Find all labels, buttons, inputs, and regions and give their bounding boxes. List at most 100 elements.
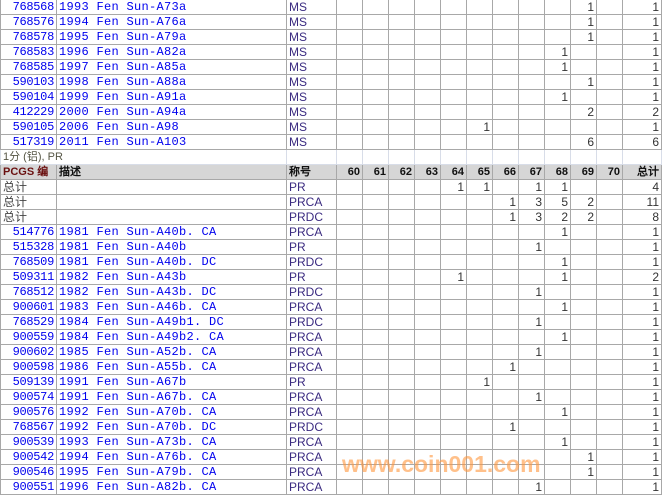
empty-cell: [336, 149, 363, 165]
header-total[interactable]: 总计: [622, 164, 662, 180]
pcgs-number-link[interactable]: 768509: [0, 254, 57, 270]
description-link[interactable]: 1986 Fen Sun-A55b. CA: [56, 359, 287, 375]
description-link[interactable]: 1994 Fen Sun-A76b. CA: [56, 449, 287, 465]
pcgs-number-link[interactable]: 590105: [0, 119, 57, 135]
pcgs-number-link[interactable]: 768512: [0, 284, 57, 300]
pcgs-number-link[interactable]: 590103: [0, 74, 57, 90]
description-link[interactable]: 1982 Fen Sun-A43b: [56, 269, 287, 285]
description-link[interactable]: 1983 Fen Sun-A46b. CA: [56, 299, 287, 315]
pcgs-number-link[interactable]: 590104: [0, 89, 57, 105]
description-link[interactable]: 1993 Fen Sun-A73a: [56, 0, 287, 15]
header-grade-67[interactable]: 67: [518, 164, 545, 180]
grade-count-61: [362, 284, 389, 300]
pcgs-number-link[interactable]: 509311: [0, 269, 57, 285]
description-link[interactable]: 1981 Fen Sun-A40b. CA: [56, 224, 287, 240]
description-link[interactable]: 1997 Fen Sun-A85a: [56, 59, 287, 75]
header-grade-66[interactable]: 66: [492, 164, 519, 180]
description-link[interactable]: 1994 Fen Sun-A76a: [56, 14, 287, 30]
pcgs-number-link[interactable]: 900598: [0, 359, 57, 375]
description-link[interactable]: 1991 Fen Sun-A67b. CA: [56, 389, 287, 405]
pcgs-number-link[interactable]: 412229: [0, 104, 57, 120]
pcgs-number-link[interactable]: 509139: [0, 374, 57, 390]
grade-count-65: [466, 434, 493, 450]
description-link[interactable]: 1993 Fen Sun-A73b. CA: [56, 434, 287, 450]
pcgs-number-link[interactable]: 768567: [0, 419, 57, 435]
grade-count-67: 1: [518, 344, 545, 360]
grade-count-67: 1: [518, 314, 545, 330]
pcgs-number-link[interactable]: 768568: [0, 0, 57, 15]
description-link[interactable]: 1991 Fen Sun-A67b: [56, 374, 287, 390]
header-grade-68[interactable]: 68: [544, 164, 571, 180]
header-description[interactable]: 描述: [56, 164, 287, 180]
description-link[interactable]: 2006 Fen Sun-A98: [56, 119, 287, 135]
header-grade-62[interactable]: 62: [388, 164, 415, 180]
grade-designation: PRDC: [286, 254, 337, 270]
header-grade-63[interactable]: 63: [414, 164, 441, 180]
header-grade-61[interactable]: 61: [362, 164, 389, 180]
pcgs-number-link[interactable]: 900559: [0, 329, 57, 345]
description-link[interactable]: 2000 Fen Sun-A94a: [56, 104, 287, 120]
pcgs-number-link[interactable]: 515328: [0, 239, 57, 255]
header-grade-64[interactable]: 64: [440, 164, 467, 180]
grade-count-68: [544, 419, 571, 435]
description-link[interactable]: 1995 Fen Sun-A79a: [56, 29, 287, 45]
header-grade-70[interactable]: 70: [596, 164, 623, 180]
pcgs-number-link[interactable]: 900602: [0, 344, 57, 360]
empty-cell: [622, 149, 662, 165]
description-link[interactable]: 2011 Fen Sun-A103: [56, 134, 287, 150]
grade-count-63: [414, 284, 441, 300]
description-link[interactable]: 1999 Fen Sun-A91a: [56, 89, 287, 105]
pcgs-number-link[interactable]: 900576: [0, 404, 57, 420]
grade-count-63: [414, 59, 441, 75]
pcgs-number-link[interactable]: 768578: [0, 29, 57, 45]
grade-count-65: [466, 389, 493, 405]
description-link[interactable]: 1981 Fen Sun-A40b. DC: [56, 254, 287, 270]
pcgs-number-link[interactable]: 768585: [0, 59, 57, 75]
grade-designation: MS: [286, 74, 337, 90]
pcgs-number-link[interactable]: 768529: [0, 314, 57, 330]
header-pcgs[interactable]: PCGS 编: [0, 164, 57, 180]
pcgs-number-link[interactable]: 900546: [0, 464, 57, 480]
description-link[interactable]: 1996 Fen Sun-A82a: [56, 44, 287, 60]
row-total: 1: [622, 0, 662, 15]
grade-count-64: [440, 74, 467, 90]
grade-count-67: [518, 14, 545, 30]
grade-count-67: 1: [518, 179, 545, 195]
description-link[interactable]: 1985 Fen Sun-A52b. CA: [56, 344, 287, 360]
grade-count-66: [492, 119, 519, 135]
description-link[interactable]: 1995 Fen Sun-A79b. CA: [56, 464, 287, 480]
header-grade-69[interactable]: 69: [570, 164, 597, 180]
table-row: 900598 1986 Fen Sun-A55b. CA PRCA 1 1: [0, 359, 662, 375]
empty-cell: [362, 149, 389, 165]
pcgs-number-link[interactable]: 900539: [0, 434, 57, 450]
grade-count-62: [388, 0, 415, 15]
header-grade-60[interactable]: 60: [336, 164, 363, 180]
description-link[interactable]: 1996 Fen Sun-A82b. CA: [56, 479, 287, 495]
description-link[interactable]: 1998 Fen Sun-A88a: [56, 74, 287, 90]
header-grade-65[interactable]: 65: [466, 164, 493, 180]
pcgs-number-link[interactable]: 900574: [0, 389, 57, 405]
pcgs-number-link[interactable]: 900601: [0, 299, 57, 315]
grade-count-68: 1: [544, 224, 571, 240]
pcgs-number-link[interactable]: 517319: [0, 134, 57, 150]
description-link[interactable]: 1992 Fen Sun-A70b. CA: [56, 404, 287, 420]
description-link[interactable]: 1981 Fen Sun-A40b: [56, 239, 287, 255]
pcgs-number-link[interactable]: 514776: [0, 224, 57, 240]
grade-count-68: [544, 449, 571, 465]
pcgs-number-link[interactable]: 768576: [0, 14, 57, 30]
grade-count-63: [414, 194, 441, 210]
pcgs-number-link[interactable]: 900551: [0, 479, 57, 495]
grade-count-62: [388, 104, 415, 120]
table-row: 515328 1981 Fen Sun-A40b PR 1 1: [0, 239, 662, 255]
description-link[interactable]: 1984 Fen Sun-A49b1. DC: [56, 314, 287, 330]
header-grade[interactable]: 称号: [286, 164, 337, 180]
description-link[interactable]: 1992 Fen Sun-A70b. DC: [56, 419, 287, 435]
pcgs-number-link[interactable]: 900542: [0, 449, 57, 465]
grade-count-62: [388, 359, 415, 375]
grade-count-62: [388, 179, 415, 195]
grade-count-69: 2: [570, 104, 597, 120]
description-link[interactable]: 1982 Fen Sun-A43b. DC: [56, 284, 287, 300]
pcgs-number-link[interactable]: 768583: [0, 44, 57, 60]
description-link[interactable]: 1984 Fen Sun-A49b2. CA: [56, 329, 287, 345]
